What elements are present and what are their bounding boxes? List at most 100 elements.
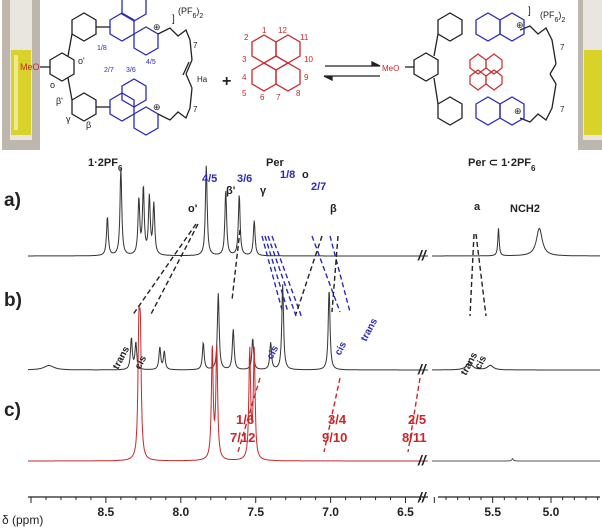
beta-prime-label: β' (56, 96, 63, 106)
panel-label-c: c) (4, 400, 21, 421)
panel-label-b: b) (4, 290, 22, 311)
host-acridinium (109, 0, 159, 136)
equilibrium-arrows (323, 60, 381, 82)
complex-seven-bottom: 7 (560, 105, 565, 114)
corr-c-3-4 (323, 377, 341, 453)
o-label: o (50, 80, 55, 90)
annot-c-7-12: 7/12 (230, 430, 255, 445)
gamma-label: γ (66, 114, 71, 124)
o-prime-label: o' (78, 56, 85, 66)
corr-cis-left (149, 223, 199, 317)
n-plus-top: ⊕ (153, 22, 161, 32)
panel-c-annotations: 1/6 7/12 3/4 9/10 2/5 8/11 (230, 412, 427, 445)
complex-counterion: (PF6)2 (540, 10, 565, 24)
per-num-11: 11 (300, 33, 309, 42)
x-tick-label: 5.5 (484, 505, 501, 519)
annot-a-beta: β (330, 203, 337, 215)
corr-trans-left (131, 223, 197, 317)
vial-right (578, 0, 602, 150)
break-mark-a: // (417, 247, 428, 263)
meo-label: MeO (20, 62, 40, 72)
annot-a-gamma: γ (260, 185, 267, 197)
annot-b-trans-left: trans (111, 344, 132, 371)
annot-a-o-prime: o' (188, 203, 198, 215)
corr-beta-prime (231, 229, 241, 301)
n-plus-bottom: ⊕ (153, 102, 161, 112)
annot-a-o: o (302, 169, 309, 181)
corr-3-6-a (267, 235, 297, 317)
per-num-10: 10 (304, 55, 313, 64)
panel-a-annotations: 4/5 3/6 1/8 2/7 o' β' γ o β a NCH2 (188, 169, 540, 215)
spectrum-c-segment-2 (432, 457, 600, 462)
ha-label: Ha (197, 75, 208, 84)
corr-3-6-b (271, 235, 303, 319)
axis-break-mark: // (417, 489, 428, 505)
annot-a-beta-prime: β' (226, 185, 236, 197)
beta-label: β (86, 120, 91, 130)
annot-c-1-6: 1/6 (236, 412, 254, 427)
per-num-5: 5 (242, 89, 247, 98)
corr-a-cis (475, 233, 487, 317)
per-num-6: 6 (260, 93, 265, 102)
correlation-lines (131, 223, 487, 453)
host-bracket-right: ] (172, 14, 175, 25)
x-tick-label: 8.0 (172, 505, 189, 519)
spectrum-b-segment-1 (28, 284, 428, 371)
annot-c-8-11: 8/11 (402, 430, 427, 445)
guest-label: Per (266, 157, 284, 169)
corr-1-8 (311, 235, 341, 313)
break-mark-b: // (417, 361, 428, 377)
corr-a-trans (469, 233, 475, 317)
scheme: ] (PF6)2 MeO o' o β' γ β Ha 7 7 ⊕ ⊕ 1/8 … (2, 0, 602, 173)
spectrum-a-segment-1 (28, 165, 428, 257)
corr-beta (331, 235, 339, 313)
spectrum-b-segment-2 (432, 362, 600, 371)
nmr-spectra: // // // (28, 165, 600, 468)
plus-sign: + (222, 73, 231, 90)
annot-c-3-4: 3/4 (328, 412, 347, 427)
complex-seven-top: 7 (560, 43, 565, 52)
complex-bracket-right: ] (528, 6, 531, 17)
complex-structure (405, 12, 557, 126)
chain-seven-top: 7 (193, 41, 198, 50)
annot-a-4-5: 4/5 (202, 173, 217, 185)
per-num-9: 9 (304, 73, 309, 82)
per-num-4: 4 (242, 73, 247, 82)
host-num-3-6: 3/6 (126, 67, 136, 74)
host-num-4-5: 4/5 (146, 59, 156, 66)
complex-perylene (469, 53, 503, 91)
annot-b-cis-center: cis (265, 344, 281, 362)
break-mark-c: // (417, 452, 428, 468)
x-axis: 8.5 8.0 7.5 7.0 6.5 5.5 5.0 // (28, 489, 600, 519)
complex-label: Per ⊂ 1·2PF6 (468, 157, 536, 173)
host-structure (40, 12, 110, 122)
per-num-1: 1 (262, 26, 267, 35)
host-num-1-8: 1/8 (97, 45, 107, 52)
annot-a-1-8: 1/8 (280, 169, 295, 181)
chain-seven-bottom: 7 (193, 105, 198, 114)
complex-n-plus-top: ⊕ (516, 20, 524, 30)
spectrum-c-segment-1 (28, 305, 428, 462)
corr-c-1-6 (237, 377, 261, 453)
x-tick-label: 6.5 (397, 505, 414, 519)
host-counterion: (PF6)2 (178, 6, 203, 20)
annot-b-cis-right: cis (333, 340, 349, 358)
per-num-12: 12 (278, 26, 287, 35)
panel-label-a: a) (4, 190, 21, 211)
annot-a-3-6: 3/6 (237, 173, 252, 185)
annot-c-2-5: 2/5 (408, 412, 426, 427)
spectrum-a-segment-2 (432, 227, 600, 257)
annot-b-cis-left: cis (133, 354, 149, 372)
x-tick-label: 7.0 (322, 505, 339, 519)
corr-4-5-a (261, 235, 283, 311)
complex-meo-label: MeO (382, 64, 399, 73)
vial-left (2, 0, 40, 150)
corr-2-7 (329, 235, 351, 313)
host-chain (157, 27, 193, 121)
annot-a-a: a (474, 201, 481, 213)
x-tick-label: 7.5 (247, 505, 264, 519)
complex-acridinium (475, 12, 525, 126)
annot-b-trans-right: trans (359, 316, 380, 343)
corr-c-2-5 (407, 377, 421, 453)
